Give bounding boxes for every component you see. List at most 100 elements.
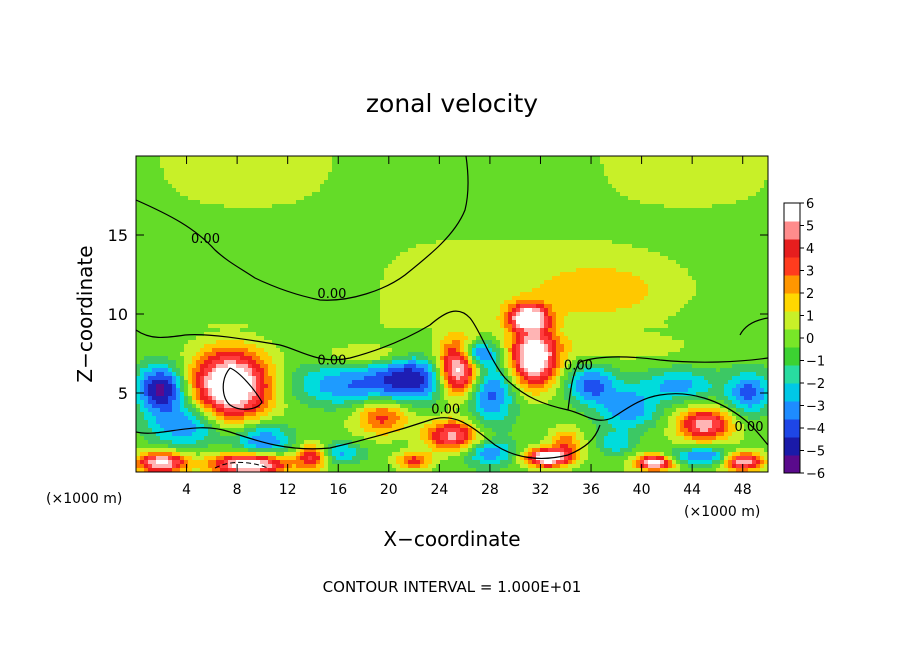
field-cell: [276, 364, 281, 369]
field-cell: [288, 164, 293, 169]
field-cell: [316, 368, 321, 373]
field-cell: [200, 348, 205, 353]
field-cell: [136, 400, 141, 405]
field-cell: [352, 220, 357, 225]
field-cell: [172, 412, 177, 417]
field-cell: [176, 172, 181, 177]
field-cell: [200, 156, 205, 161]
field-cell: [168, 188, 173, 193]
field-cell: [304, 432, 309, 437]
field-cell: [288, 260, 293, 265]
field-cell: [344, 388, 349, 393]
field-cell: [336, 196, 341, 201]
field-cell: [288, 424, 293, 429]
field-cell: [200, 448, 205, 453]
field-cell: [340, 356, 345, 361]
field-cell: [164, 432, 169, 437]
field-cell: [256, 172, 261, 177]
field-cell: [332, 192, 337, 197]
field-cell: [384, 372, 389, 377]
field-cell: [304, 288, 309, 293]
field-cell: [360, 400, 365, 405]
field-cell: [228, 404, 233, 409]
field-cell: [368, 188, 373, 193]
field-cell: [204, 296, 209, 301]
field-cell: [304, 208, 309, 213]
field-cell: [348, 192, 353, 197]
field-cell: [264, 208, 269, 213]
field-cell: [228, 364, 233, 369]
field-cell: [264, 432, 269, 437]
field-cell: [184, 324, 189, 329]
field-cell: [192, 320, 197, 325]
field-cell: [304, 272, 309, 277]
field-cell: [192, 336, 197, 341]
field-cell: [320, 188, 325, 193]
field-cell: [268, 180, 273, 185]
field-cell: [260, 268, 265, 273]
field-cell: [280, 168, 285, 173]
field-cell: [184, 252, 189, 257]
field-cell: [372, 432, 377, 437]
field-cell: [360, 156, 365, 161]
field-cell: [148, 440, 153, 445]
field-cell: [368, 324, 373, 329]
field-cell: [376, 436, 381, 441]
field-cell: [200, 400, 205, 405]
field-cell: [140, 240, 145, 245]
field-cell: [248, 320, 253, 325]
field-cell: [256, 232, 261, 237]
field-cell: [148, 268, 153, 273]
field-cell: [236, 224, 241, 229]
field-cell: [144, 344, 149, 349]
field-cell: [312, 312, 317, 317]
field-cell: [384, 380, 389, 385]
field-cell: [380, 216, 385, 221]
field-cell: [248, 360, 253, 365]
field-cell: [340, 168, 345, 173]
field-cell: [336, 228, 341, 233]
field-cell: [136, 176, 141, 181]
field-cell: [224, 204, 229, 209]
field-cell: [168, 228, 173, 233]
field-cell: [192, 228, 197, 233]
field-cell: [148, 456, 153, 461]
field-cell: [244, 412, 249, 417]
field-cell: [156, 200, 161, 205]
field-cell: [196, 224, 201, 229]
field-cell: [260, 348, 265, 353]
field-cell: [156, 392, 161, 397]
field-cell: [164, 416, 169, 421]
field-cell: [276, 340, 281, 345]
field-cell: [164, 256, 169, 261]
field-cell: [272, 336, 277, 341]
field-cell: [144, 452, 149, 457]
field-cell: [320, 324, 325, 329]
field-cell: [312, 448, 317, 453]
field-cell: [260, 240, 265, 245]
field-cell: [280, 180, 285, 185]
field-cell: [216, 344, 221, 349]
field-cell: [356, 400, 361, 405]
field-cell: [264, 252, 269, 257]
field-cell: [164, 360, 169, 365]
field-cell: [260, 344, 265, 349]
field-cell: [176, 240, 181, 245]
field-cell: [360, 260, 365, 265]
field-cell: [292, 360, 297, 365]
field-cell: [312, 388, 317, 393]
field-cell: [240, 160, 245, 165]
field-cell: [384, 392, 389, 397]
field-cell: [320, 252, 325, 257]
field-cell: [312, 276, 317, 281]
field-cell: [140, 232, 145, 237]
field-cell: [212, 164, 217, 169]
field-cell: [140, 204, 145, 209]
field-cell: [276, 344, 281, 349]
field-cell: [156, 196, 161, 201]
field-cell: [276, 248, 281, 253]
field-cell: [232, 360, 237, 365]
field-cell: [364, 432, 369, 437]
field-cell: [156, 420, 161, 425]
field-cell: [148, 248, 153, 253]
